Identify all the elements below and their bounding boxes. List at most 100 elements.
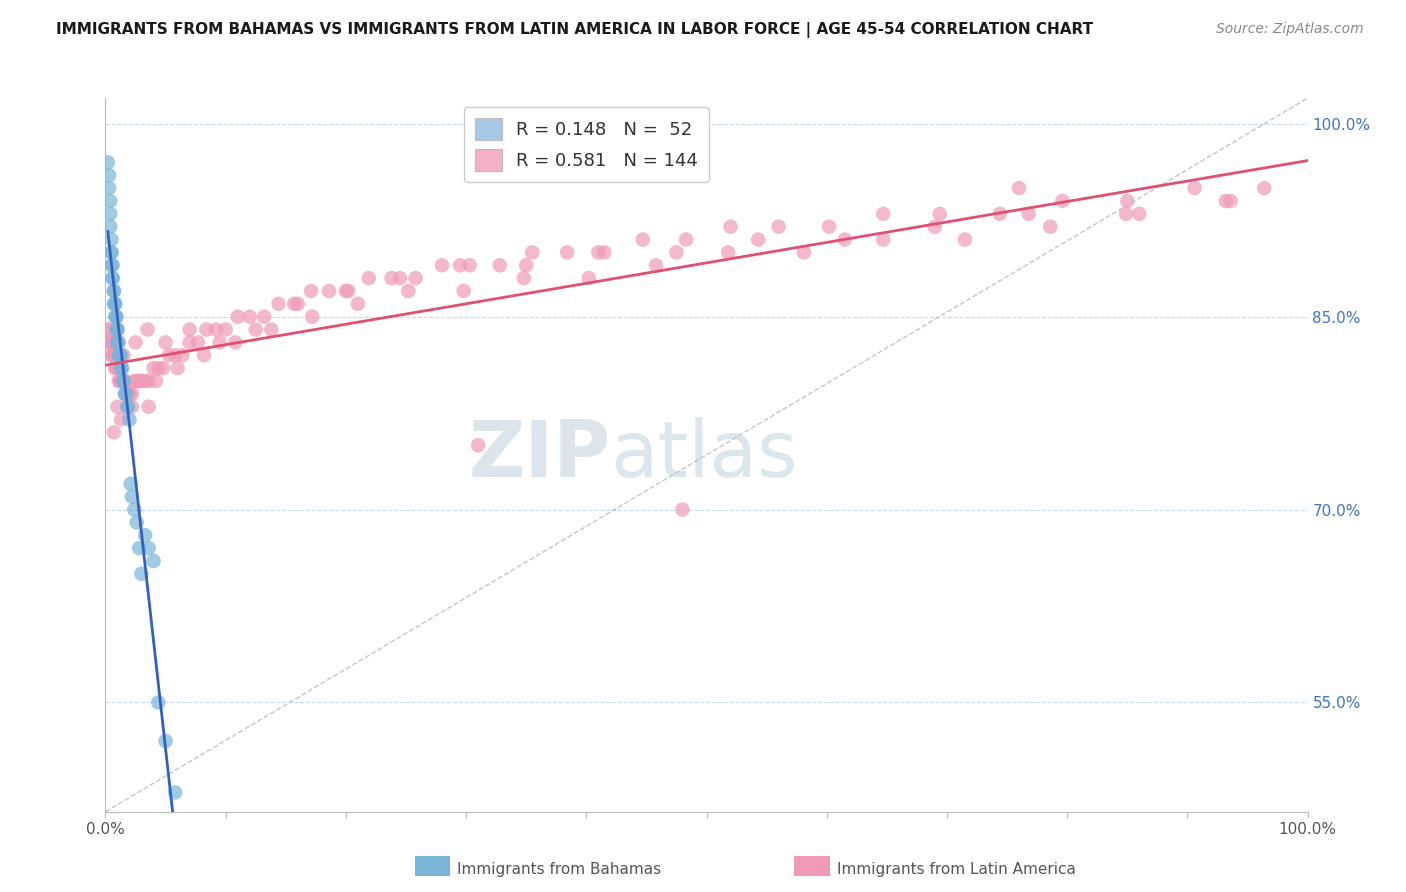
Point <box>97 155 120 169</box>
Point <box>128 541 150 556</box>
Point <box>134 374 156 388</box>
Point <box>111 374 134 388</box>
Point <box>104 361 127 376</box>
Point <box>347 297 370 311</box>
Point <box>112 374 135 388</box>
Point <box>128 374 150 388</box>
Point <box>1253 181 1275 195</box>
Point <box>107 335 129 350</box>
Point <box>100 245 122 260</box>
Point <box>335 284 357 298</box>
Point <box>136 322 159 336</box>
Point <box>107 400 129 414</box>
Point <box>111 361 134 376</box>
Point <box>97 322 120 336</box>
Point <box>928 207 950 221</box>
Point <box>152 361 174 376</box>
Point <box>101 271 124 285</box>
Point <box>142 361 165 376</box>
Legend: R = 0.148   N =  52, R = 0.581   N = 144: R = 0.148 N = 52, R = 0.581 N = 144 <box>464 107 709 182</box>
Point <box>121 400 143 414</box>
Point <box>665 245 688 260</box>
Point <box>671 502 693 516</box>
Point <box>138 400 160 414</box>
Point <box>1018 207 1040 221</box>
Point <box>134 528 156 542</box>
Point <box>405 271 427 285</box>
Point <box>98 322 121 336</box>
Point <box>121 490 143 504</box>
Point <box>103 284 125 298</box>
Point <box>872 233 894 247</box>
Point <box>208 335 231 350</box>
Point <box>108 348 131 362</box>
Point <box>107 374 129 388</box>
Point <box>115 387 138 401</box>
Point <box>124 502 146 516</box>
Point <box>125 516 148 530</box>
Point <box>793 245 815 260</box>
Point <box>1039 219 1062 234</box>
Point <box>131 566 153 581</box>
Text: Immigrants from Latin America: Immigrants from Latin America <box>837 863 1076 877</box>
Point <box>834 233 856 247</box>
Point <box>124 374 146 388</box>
Point <box>125 374 148 388</box>
Point <box>195 322 218 336</box>
Text: atlas: atlas <box>610 417 797 493</box>
Point <box>117 400 139 414</box>
Point <box>101 258 124 272</box>
Point <box>157 348 180 362</box>
Point <box>108 374 131 388</box>
Point <box>1052 194 1074 208</box>
Point <box>588 245 610 260</box>
Point <box>98 335 121 350</box>
Text: Source: ZipAtlas.com: Source: ZipAtlas.com <box>1216 22 1364 37</box>
Point <box>337 284 360 298</box>
Point <box>138 541 160 556</box>
Point <box>103 284 125 298</box>
Point <box>107 322 129 336</box>
Point <box>155 335 177 350</box>
Point <box>107 335 129 350</box>
Point <box>172 348 194 362</box>
Point <box>145 374 167 388</box>
Point <box>104 348 127 362</box>
Point <box>239 310 262 324</box>
Point <box>515 258 537 272</box>
Point <box>988 207 1011 221</box>
Point <box>138 374 160 388</box>
Point <box>675 233 697 247</box>
Point <box>105 310 128 324</box>
Point <box>98 168 121 182</box>
Point <box>110 361 132 376</box>
Point <box>110 412 132 426</box>
Point <box>924 219 946 234</box>
Point <box>179 322 201 336</box>
Point <box>148 361 170 376</box>
Point <box>449 258 471 272</box>
Point <box>131 374 153 388</box>
Point <box>267 297 290 311</box>
Point <box>117 387 139 401</box>
Point <box>165 785 187 799</box>
Point <box>128 374 150 388</box>
Point <box>299 284 322 298</box>
Point <box>872 207 894 221</box>
Point <box>224 335 246 350</box>
Point <box>112 374 135 388</box>
Point <box>283 297 305 311</box>
Point <box>100 258 122 272</box>
Point <box>430 258 453 272</box>
Point <box>488 258 510 272</box>
Point <box>1116 194 1139 208</box>
Point <box>121 387 143 401</box>
Point <box>380 271 402 285</box>
Point <box>103 348 125 362</box>
Point <box>513 271 536 285</box>
Point <box>107 361 129 376</box>
Point <box>768 219 790 234</box>
Point <box>101 271 124 285</box>
Point <box>101 335 124 350</box>
Point <box>107 348 129 362</box>
